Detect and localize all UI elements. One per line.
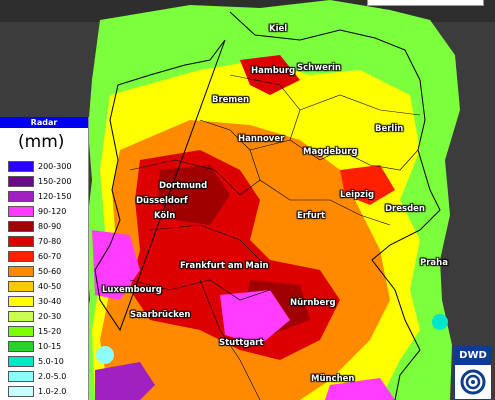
legend-swatch (8, 190, 34, 202)
legend-swatch (8, 175, 34, 187)
legend-swatch (8, 325, 34, 337)
city-label-bremen: Bremen (212, 95, 250, 105)
legend-label: 10-15 (38, 341, 62, 351)
legend-row: 150-200 (8, 175, 71, 187)
legend-label: 60-70 (38, 251, 62, 261)
state-boundaries (129, 74, 421, 400)
legend-row: 50-60 (8, 265, 61, 277)
city-label-berlin: Berlin (375, 124, 404, 134)
legend-swatch (8, 310, 34, 322)
legend-title: Radar (0, 117, 88, 128)
rain-90-120-south-zone (220, 290, 290, 345)
city-label-frankfurt: Frankfurt am Main (180, 261, 269, 271)
dwd-spiral-icon (460, 369, 486, 395)
legend-row: 1.0-2.0 (8, 385, 66, 397)
legend-swatch (8, 235, 34, 247)
city-label-koeln: Köln (154, 211, 176, 221)
legend-swatch (8, 355, 34, 367)
legend-row: 120-150 (8, 190, 71, 202)
rain-120-150-zone (95, 362, 155, 400)
legend-swatch (8, 160, 34, 172)
legend-row: 80-90 (8, 220, 61, 232)
dwd-logo: DWD (454, 346, 492, 400)
legend-label: 15-20 (38, 326, 62, 336)
title-box-edge (367, 0, 484, 6)
rain-5-10-spot (432, 314, 448, 330)
legend-swatch (8, 205, 34, 217)
rain-90-120-west-zone (92, 230, 140, 300)
city-label-magdeburg: Magdeburg (303, 147, 358, 157)
city-label-erfurt: Erfurt (297, 211, 326, 221)
germany-border (94, 11, 441, 400)
city-label-dresden: Dresden (385, 204, 425, 214)
legend-row: 200-300 (8, 160, 71, 172)
legend-label: 120-150 (38, 191, 72, 201)
legend-label: 50-60 (38, 266, 62, 276)
legend-row: 15-20 (8, 325, 61, 337)
city-label-dortmund: Dortmund (159, 181, 208, 191)
city-label-muenchen: München (311, 374, 355, 384)
legend-row: 5.0-10 (8, 355, 64, 367)
legend-row: 40-50 (8, 280, 61, 292)
city-label-nuernberg: Nürnberg (290, 298, 336, 308)
legend-row: 20-30 (8, 310, 61, 322)
legend-row: 30-40 (8, 295, 61, 307)
dwd-logo-text: DWD (455, 347, 491, 365)
city-label-hannover: Hannover (238, 134, 285, 144)
legend-row: 60-70 (8, 250, 61, 262)
legend-label: 70-80 (38, 236, 62, 246)
city-label-luxembourg: Luxembourg (102, 285, 162, 295)
legend-label: 200-300 (38, 161, 72, 171)
legend-swatch (8, 280, 34, 292)
rain-90-120-southeast-zone (325, 378, 395, 400)
legend-label: 2.0-5.0 (38, 371, 67, 381)
rain-80-90-zone (158, 165, 230, 225)
legend-label: 150-200 (38, 176, 72, 186)
city-label-saarbruecken: Saarbrücken (130, 310, 191, 320)
city-label-stuttgart: Stuttgart (219, 338, 264, 348)
city-label-praha: Praha (420, 258, 448, 268)
legend-swatch (8, 220, 34, 232)
legend-row: 2.0-5.0 (8, 370, 66, 382)
city-label-kiel: Kiel (269, 24, 288, 34)
legend-swatch (8, 385, 34, 397)
city-label-duesseldorf: Düsseldorf (136, 196, 188, 206)
legend-label: 30-40 (38, 296, 62, 306)
legend-label: 20-30 (38, 311, 62, 321)
legend-swatch (8, 250, 34, 262)
city-label-leipzig: Leipzig (340, 190, 375, 200)
legend-label: 80-90 (38, 221, 62, 231)
legend-row: 90-120 (8, 205, 66, 217)
legend-row: 70-80 (8, 235, 61, 247)
legend-unit: (mm) (18, 132, 65, 152)
legend-label: 1.0-2.0 (38, 386, 67, 396)
rain-2-5-spot (96, 346, 114, 364)
legend-swatch (8, 295, 34, 307)
rain-70-80-north-zone (240, 55, 300, 95)
precipitation-legend: Radar (mm) 200-300 150-200 120-150 90-120 80… (0, 117, 89, 400)
legend-label: 90-120 (38, 206, 67, 216)
legend-row: 10-15 (8, 340, 61, 352)
legend-label: 40-50 (38, 281, 62, 291)
legend-label: 5.0-10 (38, 356, 64, 366)
legend-swatch (8, 340, 34, 352)
legend-swatch (8, 370, 34, 382)
city-label-hamburg: Hamburg (251, 66, 296, 76)
city-label-schwerin: Schwerin (297, 63, 341, 73)
legend-swatch (8, 265, 34, 277)
rain-60-70-east-zone (340, 165, 395, 205)
